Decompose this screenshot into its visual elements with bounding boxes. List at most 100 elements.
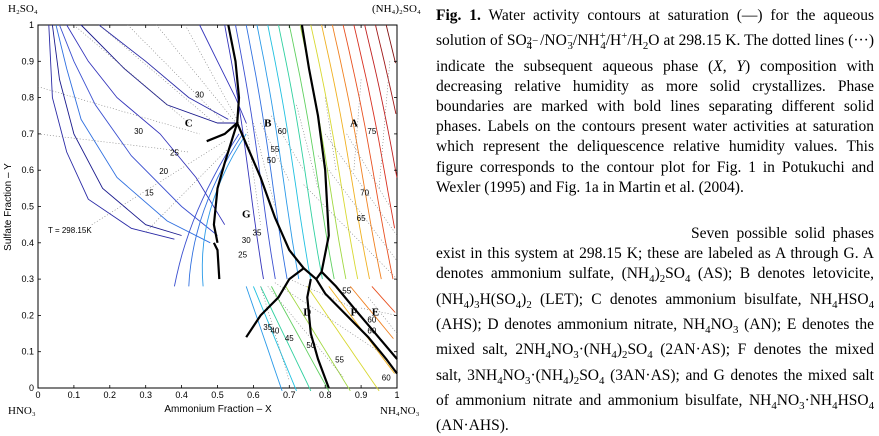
contour-line-d [260,286,312,392]
x-tick-label: 0 [35,390,40,400]
contour-line-g [201,133,247,287]
contour-line-d [306,286,380,392]
y-tick-label: 0 [29,383,34,393]
contour-label: 50 [267,156,276,165]
contour-line-ab [267,24,312,280]
contour-line-g [173,133,240,287]
contour-label: 60 [278,127,287,136]
dotted-line [37,86,200,135]
contour-line-c [199,24,247,124]
x-tick-label: 0.6 [247,390,260,400]
contour-label: 60 [367,316,376,325]
dotted-line [378,61,391,189]
y-tick-label: 0.5 [21,202,34,212]
contour-label: 25 [238,250,247,259]
contour-label: 30 [242,236,251,245]
phase-label: B [264,118,272,130]
phase-boundary-line [212,122,239,244]
phase-label: D [303,306,311,318]
y-tick-label: 0.4 [21,238,34,248]
contour-line-ab [278,24,323,280]
dotted-line [37,133,189,153]
corner-label-top-left: H₂SO₄ [8,3,38,15]
corner-label-bottom-left: HNO₃ [8,405,36,417]
x-tick-label: 0.8 [319,390,332,400]
dotted-line [303,184,398,280]
contour-label: 60 [367,327,376,336]
contour-label: 75 [367,127,376,136]
x-axis-label: Ammonium Fraction – X [164,404,272,415]
temperature-label: T = 298.15K [48,226,92,235]
contour-label: 55 [335,356,344,365]
dotted-line [361,307,398,316]
dotted-line [73,24,189,124]
contour-line-c [48,24,175,240]
dotted-line [91,140,225,225]
contour-line-c [80,24,236,124]
y-tick-label: 0.7 [21,129,34,139]
contour-label: 65 [357,214,366,223]
x-tick-label: 0.2 [104,390,117,400]
contour-line-ab [331,24,382,280]
dotted-line [245,122,261,225]
contour-line-ab [385,24,396,64]
contour-line-d [271,286,330,392]
phase-label: F [351,306,358,318]
y-tick-label: 0.2 [21,310,34,320]
dotted-line [346,133,391,207]
phase-boundary-line [315,278,398,375]
contour-line-c [55,24,211,244]
contour-line-c [59,24,218,236]
dotted-line [156,24,240,127]
x-tick-label: 0.1 [68,390,81,400]
contour-line-ab [342,24,394,280]
contour-label: 25 [170,149,179,158]
contour-label: 55 [270,145,279,154]
y-tick-label: 1 [29,20,34,30]
x-tick-label: 0.4 [175,390,188,400]
figure-caption: Fig. 1. Water activity contours at satur… [436,6,874,198]
phase-boundary-line [306,278,330,389]
contour-line-d [349,286,394,339]
corner-label-top-right: (NH₄)₂SO₄ [372,3,421,15]
contour-line-ab [256,24,300,280]
dotted-line [145,148,229,233]
contour-label: 30 [134,127,143,136]
phase-label: A [350,118,358,130]
contour-line-c [51,24,182,236]
caption-label: Fig. 1. [436,7,481,24]
y-tick-label: 0.9 [21,56,34,66]
contour-line-d [245,286,283,392]
contour-label: 45 [285,334,294,343]
phase-boundary-line [206,122,238,143]
contour-line-ab [364,24,398,178]
x-tick-label: 0.9 [355,390,368,400]
y-tick-label: 0.6 [21,165,34,175]
y-tick-label: 0.1 [21,347,34,357]
body-text: Seven possible solid phases exist in thi… [436,225,875,435]
contour-label: 20 [159,167,168,176]
caption-text: Water activity contours at saturation (—… [436,7,875,196]
contour-line-ab [310,24,359,280]
contour-line-d [252,286,297,392]
phase-diagram-figure: H₂SO₄ (NH₄)₂SO₄ HNO₃ NH₄NO₃ 0 0.1 0.2 0.3 0.… [0,0,430,424]
phase-label: C [185,118,193,130]
contour-lines [48,24,398,392]
dotted-line [260,122,290,182]
contour-label: 15 [145,189,154,198]
phase-boundary-line [245,267,305,338]
plot-frame [37,24,398,389]
contour-line-d [371,286,396,313]
dotted-line [127,24,225,124]
dotted-line [98,24,211,120]
contour-line-ab [321,24,370,280]
x-tick-label: 0.5 [211,390,224,400]
dotted-line [317,155,398,262]
contour-line-ab [353,24,396,229]
contour-label: 35 [263,323,272,332]
phase-boundary-line [212,242,221,280]
contour-label: 50 [306,341,315,350]
y-tick-label: 0.8 [21,93,34,103]
contour-line-ab [375,24,397,114]
